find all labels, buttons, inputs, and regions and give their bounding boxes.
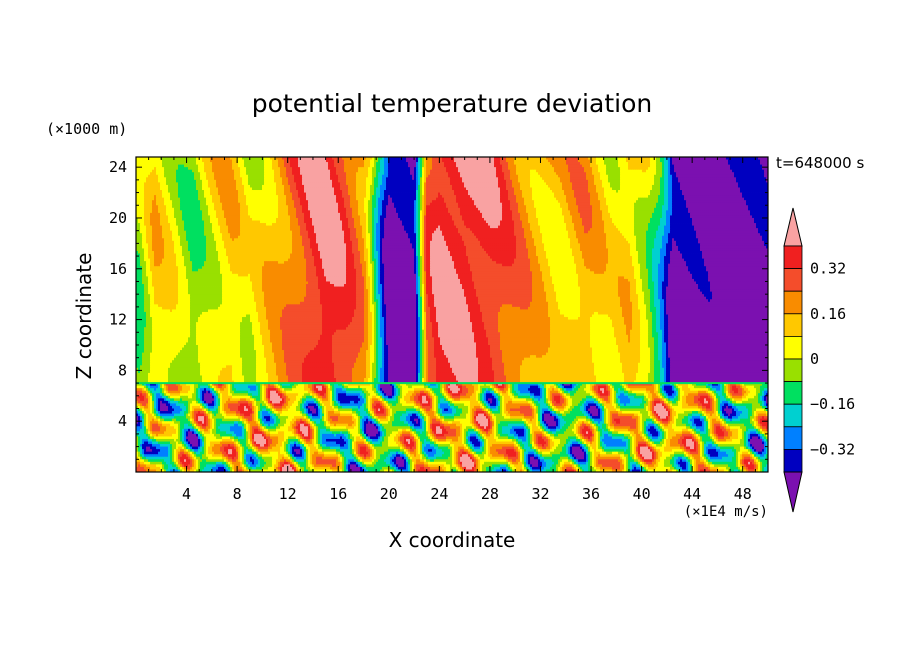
chart-title: potential temperature deviation [252,89,652,118]
time-label: t=648000 s [776,154,864,172]
contour-chart: potential temperature deviation (×1000 m… [0,0,904,654]
y-unit-label: (×1000 m) [46,120,127,138]
contour-field [136,157,768,472]
